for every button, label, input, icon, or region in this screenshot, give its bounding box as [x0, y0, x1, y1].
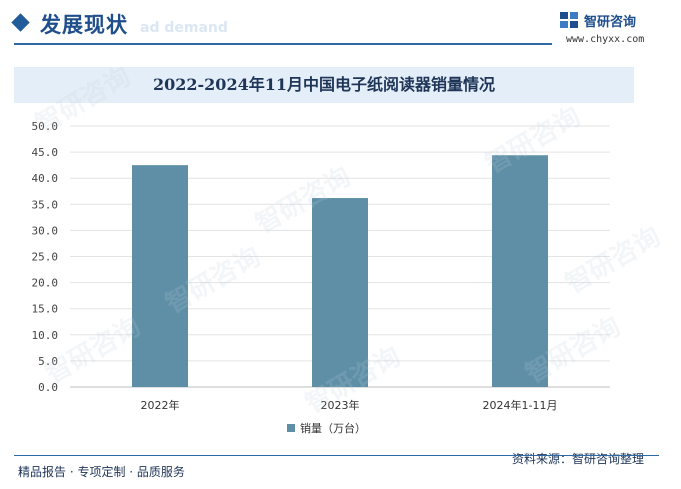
y-tick-label: 35.0 — [32, 198, 59, 211]
y-tick-label: 5.0 — [38, 355, 58, 368]
source-note: 资料来源：智研咨询整理 — [512, 452, 645, 466]
y-tick-label: 20.0 — [32, 277, 59, 290]
x-tick-label: 2023年 — [321, 398, 360, 412]
y-tick-label: 40.0 — [32, 172, 59, 185]
y-tick-label: 45.0 — [32, 146, 59, 159]
footer-slogan: 精品报告 · 专项定制 · 品质服务 — [18, 465, 185, 479]
y-tick-label: 25.0 — [32, 251, 59, 264]
x-tick-label: 2024年1-11月 — [483, 398, 558, 412]
header: ad demand 发展现状 智研咨询 www.chyxx.com — [0, 0, 681, 50]
logo-icon — [560, 12, 578, 28]
site-url: www.chyxx.com — [566, 34, 645, 45]
section-ghost-text: ad demand — [140, 20, 228, 36]
section-title: 发展现状 — [40, 13, 128, 37]
legend-swatch — [287, 424, 295, 432]
bar — [492, 155, 548, 387]
logo-text: 智研咨询 — [584, 15, 637, 30]
y-tick-label: 10.0 — [32, 329, 59, 342]
legend-label: 销量（万台） — [300, 421, 366, 435]
bar — [312, 198, 368, 387]
chart-title-bar: 2022-2024年11月中国电子纸阅读器销量情况 — [14, 67, 634, 103]
y-tick-label: 30.0 — [32, 224, 59, 237]
y-tick-label: 0.0 — [38, 381, 58, 394]
footer-divider — [14, 455, 659, 456]
y-tick-label: 15.0 — [32, 303, 59, 316]
header-divider — [14, 43, 552, 45]
x-tick-label: 2022年 — [141, 398, 180, 412]
bar-chart: 0.0 5.0 10.0 15.0 20.0 25.0 30.0 35.0 40.0 45.0 50… — [32, 120, 610, 435]
diamond-icon — [11, 13, 30, 32]
y-tick-label: 50.0 — [32, 120, 59, 133]
bar — [132, 165, 188, 387]
chart-title: 2022-2024年11月中国电子纸阅读器销量情况 — [153, 75, 495, 94]
